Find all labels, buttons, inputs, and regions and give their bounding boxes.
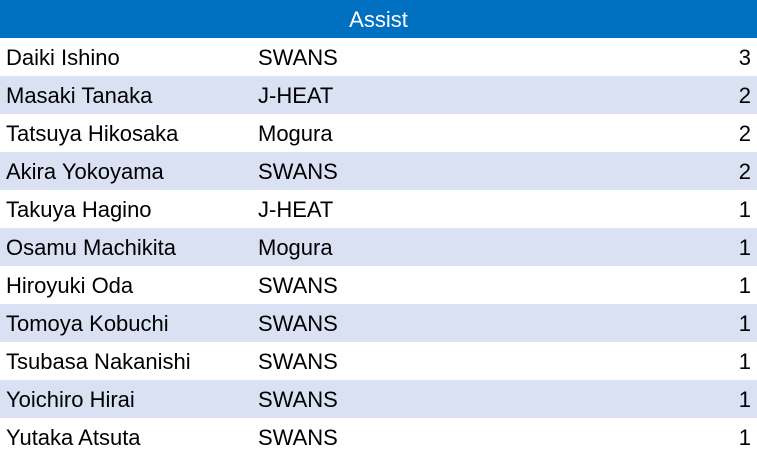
player-name: Akira Yokoyama [6,159,164,184]
table-row: Yoichiro Hirai SWANS 1 [0,380,757,418]
player-name: Hiroyuki Oda [6,273,134,298]
assist-count: 1 [738,387,751,412]
table-header: Assist [0,0,757,38]
table-row: Hiroyuki Oda SWANS 1 [0,266,757,304]
table-row: Takuya Hagino J-HEAT 1 [0,190,757,228]
assist-count: 1 [738,424,751,450]
team-name: SWANS [258,273,338,298]
table-row: Masaki Tanaka J-HEAT 2 [0,76,757,114]
team-name: Mogura [258,235,333,260]
player-name: Yutaka Atsuta [6,424,141,450]
assist-count: 1 [738,273,751,298]
assist-count: 1 [738,311,751,336]
assist-count: 2 [738,83,751,108]
team-name: SWANS [258,159,338,184]
table-row: Tatsuya Hikosaka Mogura 2 [0,114,757,152]
player-name: Daiki Ishino [6,45,120,70]
team-name: SWANS [258,311,338,336]
team-name: SWANS [258,349,338,374]
player-name: Tsubasa Nakanishi [6,349,191,374]
team-name: J-HEAT [258,197,334,222]
table-row: Akira Yokoyama SWANS 2 [0,152,757,190]
team-name: SWANS [258,387,338,412]
team-name: Mogura [258,121,333,146]
table-row: Daiki Ishino SWANS 3 [0,38,757,76]
assist-count: 2 [738,121,751,146]
table-row: Osamu Machikita Mogura 1 [0,228,757,266]
assist-count: 1 [738,349,751,374]
table-row: Tsubasa Nakanishi SWANS 1 [0,342,757,380]
assist-count: 3 [738,45,751,70]
table-row: Yutaka Atsuta SWANS 1 [0,418,757,455]
team-name: SWANS [258,45,338,70]
player-name: Tomoya Kobuchi [6,311,169,336]
team-name: SWANS [258,424,338,450]
player-name: Osamu Machikita [6,235,176,260]
player-name: Takuya Hagino [6,197,152,222]
player-name: Yoichiro Hirai [6,387,135,412]
assist-count: 1 [738,235,751,260]
assist-count: 1 [738,197,751,222]
table-row: Tomoya Kobuchi SWANS 1 [0,304,757,342]
header-title: Assist [349,6,408,32]
assist-count: 2 [738,159,751,184]
team-name: J-HEAT [258,83,334,108]
player-name: Masaki Tanaka [6,83,153,108]
player-name: Tatsuya Hikosaka [6,121,179,146]
